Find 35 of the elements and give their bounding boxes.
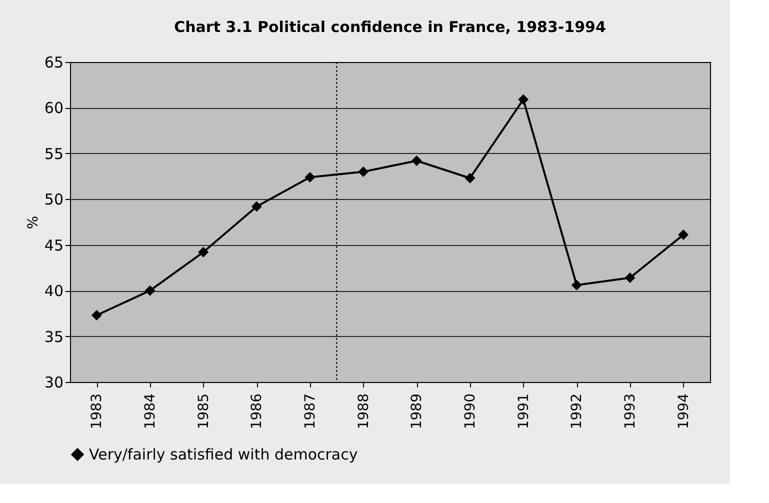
point [358, 166, 369, 177]
point [144, 285, 156, 296]
point [251, 201, 262, 212]
y-tick-label: 60 [44, 99, 64, 118]
point [464, 172, 476, 184]
y-tick-label: 30 [44, 374, 64, 392]
point [198, 246, 209, 258]
x-tick-label: 1987 [302, 394, 318, 430]
point [518, 94, 529, 105]
point [411, 156, 422, 166]
chart-title: Chart 3.1 Political confidence in France, 1983-1994 [174, 18, 606, 36]
x-tick-label: 1993 [622, 394, 638, 430]
point [304, 172, 316, 182]
x-tick-label: 1990 [462, 394, 478, 430]
y-tick-label: 65 [44, 54, 64, 72]
x-tick-label: 1985 [196, 394, 212, 430]
x-tick-label: 1983 [89, 394, 106, 430]
point [91, 310, 102, 320]
y-tick-label: 40 [44, 282, 64, 300]
x-tick-label: 1986 [249, 393, 266, 430]
point [571, 280, 582, 290]
x-tick-label: 1984 [142, 393, 158, 430]
point [678, 230, 689, 240]
legend-label: Very/fairly satisfied with democracy [89, 446, 358, 464]
point [624, 272, 636, 284]
x-tick-label: 1992 [569, 394, 586, 430]
x-tick-label: 1988 [356, 394, 372, 430]
y-axis-title: % [25, 216, 42, 230]
x-tick-label: 1994 [676, 393, 692, 430]
y-tick-label: 45 [44, 236, 64, 254]
x-tick-label: 1991 [516, 394, 532, 430]
y-tick-label: 55 [44, 144, 64, 163]
y-tick-label: 50 [44, 190, 64, 209]
x-tick-label: 1989 [409, 394, 426, 430]
y-tick-label: 35 [44, 328, 64, 346]
